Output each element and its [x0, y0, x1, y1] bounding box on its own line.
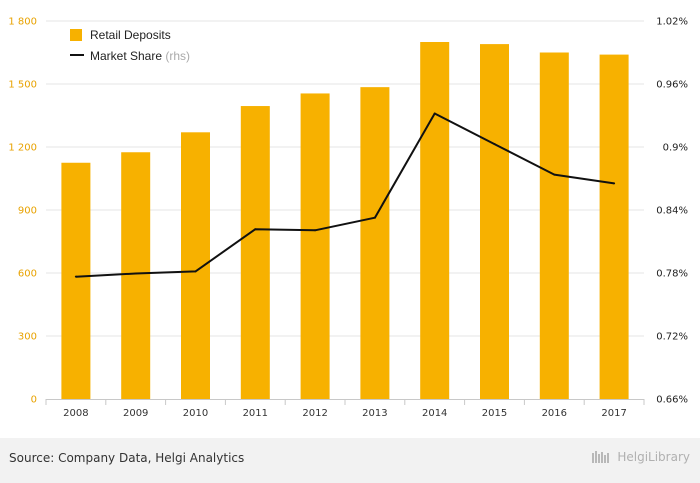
point-market-share-2013 — [373, 216, 376, 219]
chart: 2008 2009 2010 2011 2012 2013 2014 2015 2016 2017… — [8, 17, 688, 420]
bar-retail-deposits-2011 — [240, 106, 270, 400]
legend: Retail Deposits Market Share (rhs) — [70, 28, 190, 63]
legend-label-market-share: Market Share (rhs) — [90, 49, 190, 63]
legend-swatch-retail-deposits — [70, 29, 82, 41]
point-market-share-2012 — [314, 229, 317, 232]
x-axis: 2008 2009 2010 2011 2012 2013 2014 2015 2016 2017 — [45, 399, 645, 419]
left-y-tick-label: 300 — [18, 332, 37, 343]
line-series — [74, 112, 616, 278]
brand-name: HelgiLibrary — [617, 450, 690, 464]
bar-retail-deposits-2010 — [181, 132, 210, 400]
footer-bar: Source: Company Data, Helgi Analytics He… — [0, 438, 700, 483]
x-tick-label: 2012 — [302, 408, 327, 419]
right-y-tick-label: 0.66% — [656, 395, 688, 406]
point-market-share-2011 — [254, 228, 257, 231]
right-y-tick-label: 0.84% — [656, 206, 688, 217]
bar-series — [61, 42, 629, 400]
right-y-axis: 0.66% 0.72% 0.78% 0.84% 0.9% 0.96% 1.02% — [656, 17, 688, 406]
bar-retail-deposits-2009 — [121, 152, 151, 399]
right-y-tick-label: 0.72% — [656, 332, 688, 343]
x-tick-label: 2010 — [183, 408, 208, 419]
x-tick-label: 2011 — [243, 408, 268, 419]
bar-retail-deposits-2008 — [61, 162, 91, 399]
line-market-share — [75, 112, 615, 278]
point-market-share-2016 — [553, 173, 556, 176]
left-y-tick-label: 0 — [31, 395, 37, 406]
x-tick-label: 2015 — [482, 408, 507, 419]
left-y-axis: 0 300 600 900 1 200 1 500 1 800 — [8, 17, 37, 406]
x-tick-label: 2017 — [601, 408, 626, 419]
point-market-share-2008 — [74, 275, 77, 278]
point-market-share-2015 — [493, 143, 496, 146]
point-market-share-2009 — [134, 272, 137, 275]
bar-retail-deposits-2016 — [539, 52, 569, 399]
left-y-tick-label: 1 800 — [8, 17, 37, 28]
bar-retail-deposits-2014 — [420, 42, 450, 399]
right-y-tick-label: 0.96% — [656, 80, 688, 91]
x-tick-label: 2013 — [362, 408, 387, 419]
bar-retail-deposits-2012 — [300, 93, 330, 399]
point-market-share-2017 — [613, 182, 616, 185]
x-tick-label: 2014 — [422, 408, 447, 419]
left-y-tick-label: 1 200 — [8, 143, 37, 154]
source-note: Source: Company Data, Helgi Analytics — [9, 451, 245, 465]
x-tick-label: 2016 — [542, 408, 567, 419]
legend-label-rhs: (rhs) — [165, 49, 190, 63]
brand: HelgiLibrary — [591, 450, 690, 464]
right-y-tick-label: 1.02% — [656, 17, 688, 28]
right-y-tick-label: 0.9% — [663, 143, 688, 154]
right-y-tick-label: 0.78% — [656, 269, 688, 280]
legend-label-retail-deposits: Retail Deposits — [90, 28, 171, 42]
left-y-tick-label: 600 — [18, 269, 37, 280]
bar-retail-deposits-2013 — [360, 87, 390, 400]
point-market-share-2010 — [194, 270, 197, 273]
point-market-share-2014 — [433, 112, 436, 115]
left-y-tick-label: 1 500 — [8, 80, 37, 91]
x-tick-label: 2009 — [123, 408, 148, 419]
x-tick-label: 2008 — [63, 408, 88, 419]
legend-label-market-share-name: Market Share — [90, 49, 162, 63]
bar-retail-deposits-2017 — [599, 54, 629, 399]
left-y-tick-label: 900 — [18, 206, 37, 217]
bar-retail-deposits-2015 — [480, 44, 509, 399]
library-books-icon — [591, 450, 613, 464]
